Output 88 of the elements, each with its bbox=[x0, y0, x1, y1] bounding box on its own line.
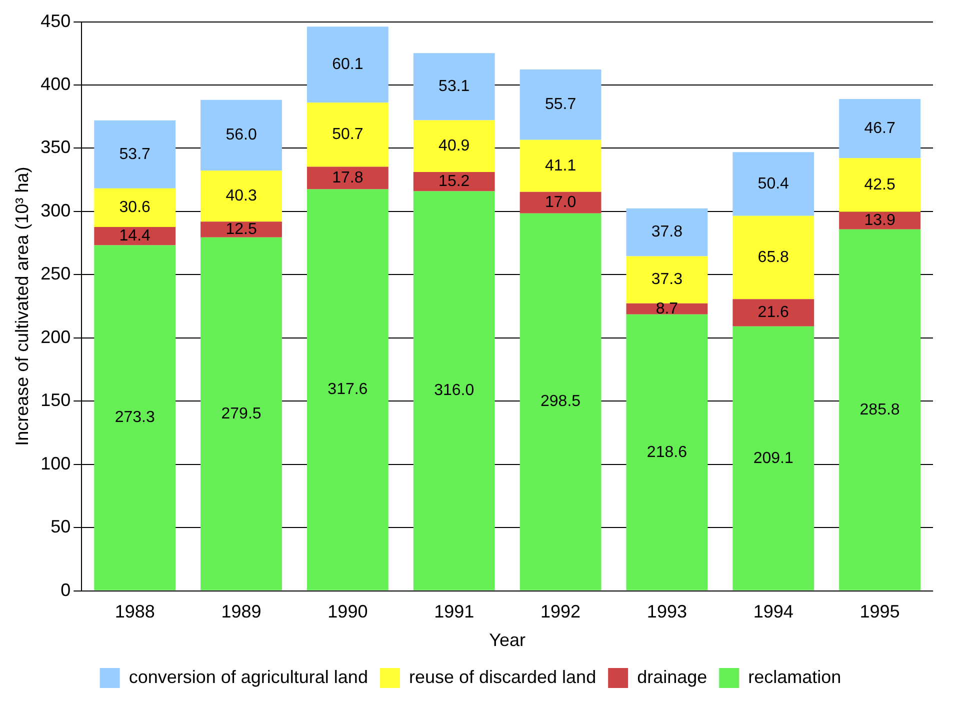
x-tick-label: 1992 bbox=[540, 602, 581, 622]
y-tick-label: 150 bbox=[40, 390, 71, 410]
data-label: 42.5 bbox=[864, 176, 896, 194]
bar bbox=[839, 229, 920, 590]
data-label: 17.8 bbox=[332, 169, 364, 186]
data-label: 218.6 bbox=[646, 444, 688, 461]
data-label: 317.6 bbox=[328, 381, 368, 398]
bar bbox=[520, 140, 602, 192]
data-label: 53.7 bbox=[119, 146, 151, 163]
bar bbox=[200, 222, 282, 238]
bar bbox=[839, 158, 920, 212]
bar bbox=[200, 100, 282, 171]
data-label: 15.2 bbox=[438, 173, 470, 190]
data-label: 55.7 bbox=[544, 96, 576, 114]
bar bbox=[413, 120, 495, 172]
data-label: 209.1 bbox=[753, 450, 794, 467]
y-tick-label: 300 bbox=[40, 200, 71, 220]
y-tick-label: 450 bbox=[40, 10, 71, 31]
y-axis-title: Increase of cultivated area (10³ ha) bbox=[12, 166, 32, 446]
data-label: 285.8 bbox=[860, 401, 900, 418]
bar bbox=[732, 216, 814, 300]
bar bbox=[200, 237, 282, 590]
x-tick-label: 1991 bbox=[434, 602, 474, 622]
x-tick-label: 1994 bbox=[753, 602, 794, 622]
bar bbox=[839, 212, 920, 230]
data-label: 14.4 bbox=[119, 228, 151, 245]
y-tick-label: 400 bbox=[40, 74, 71, 94]
data-label: 30.6 bbox=[119, 199, 151, 216]
y-tick-label: 50 bbox=[50, 516, 71, 537]
bar bbox=[413, 172, 495, 192]
bar bbox=[94, 120, 176, 188]
data-label: 50.4 bbox=[758, 175, 790, 192]
x-tick-label: 1990 bbox=[328, 602, 368, 622]
data-label: 12.5 bbox=[226, 220, 257, 238]
data-label: 40.3 bbox=[226, 188, 257, 205]
data-label: 17.0 bbox=[544, 194, 576, 212]
data-label: 316.0 bbox=[434, 382, 474, 400]
data-label: 37.3 bbox=[651, 271, 683, 288]
data-label: 279.5 bbox=[221, 405, 262, 422]
y-tick-label: 350 bbox=[40, 137, 71, 158]
bar bbox=[306, 189, 388, 590]
bar bbox=[94, 245, 176, 590]
data-label: 56.0 bbox=[226, 126, 257, 144]
data-label: 46.7 bbox=[864, 120, 896, 137]
x-tick-label: 1993 bbox=[646, 602, 687, 622]
bar bbox=[94, 188, 176, 228]
data-label: 21.6 bbox=[758, 304, 790, 322]
data-label: 13.9 bbox=[864, 212, 896, 230]
bar bbox=[732, 326, 814, 590]
bar bbox=[306, 26, 388, 103]
legend-label: conversion of agricultural land bbox=[128, 666, 368, 687]
bar bbox=[626, 303, 708, 314]
bar bbox=[520, 213, 602, 590]
bar bbox=[626, 314, 708, 590]
y-tick-label: 250 bbox=[40, 264, 71, 284]
bar bbox=[839, 99, 920, 158]
bar bbox=[732, 152, 814, 216]
data-label: 40.9 bbox=[438, 138, 470, 155]
bar bbox=[626, 208, 708, 256]
legend-label: reclamation bbox=[748, 666, 842, 687]
legend-label: reuse of discarded land bbox=[408, 666, 596, 687]
data-label: 41.1 bbox=[544, 157, 576, 174]
bar bbox=[732, 299, 814, 326]
data-label: 298.5 bbox=[540, 393, 581, 410]
data-label: 53.1 bbox=[438, 78, 470, 96]
x-axis-title: Year bbox=[489, 630, 526, 650]
bar bbox=[626, 256, 708, 304]
bar bbox=[94, 227, 176, 246]
x-tick-label: 1995 bbox=[860, 602, 900, 622]
bar bbox=[413, 53, 495, 120]
data-label: 8.7 bbox=[656, 300, 678, 318]
bar bbox=[306, 102, 388, 167]
legend-label: drainage bbox=[637, 666, 708, 687]
data-label: 65.8 bbox=[758, 248, 790, 266]
x-tick-label: 1989 bbox=[221, 602, 262, 622]
data-label: 273.3 bbox=[114, 409, 155, 426]
bar bbox=[200, 170, 282, 222]
y-tick-label: 0 bbox=[60, 580, 71, 600]
data-label: 60.1 bbox=[332, 56, 364, 74]
data-label: 50.7 bbox=[332, 126, 364, 144]
bar bbox=[520, 69, 602, 140]
x-tick-label: 1988 bbox=[114, 602, 155, 622]
y-tick-label: 200 bbox=[40, 326, 71, 347]
y-tick-label: 100 bbox=[40, 453, 71, 474]
bar bbox=[413, 191, 495, 590]
data-label: 37.8 bbox=[651, 224, 683, 241]
bar bbox=[520, 192, 602, 214]
bar bbox=[306, 166, 388, 190]
